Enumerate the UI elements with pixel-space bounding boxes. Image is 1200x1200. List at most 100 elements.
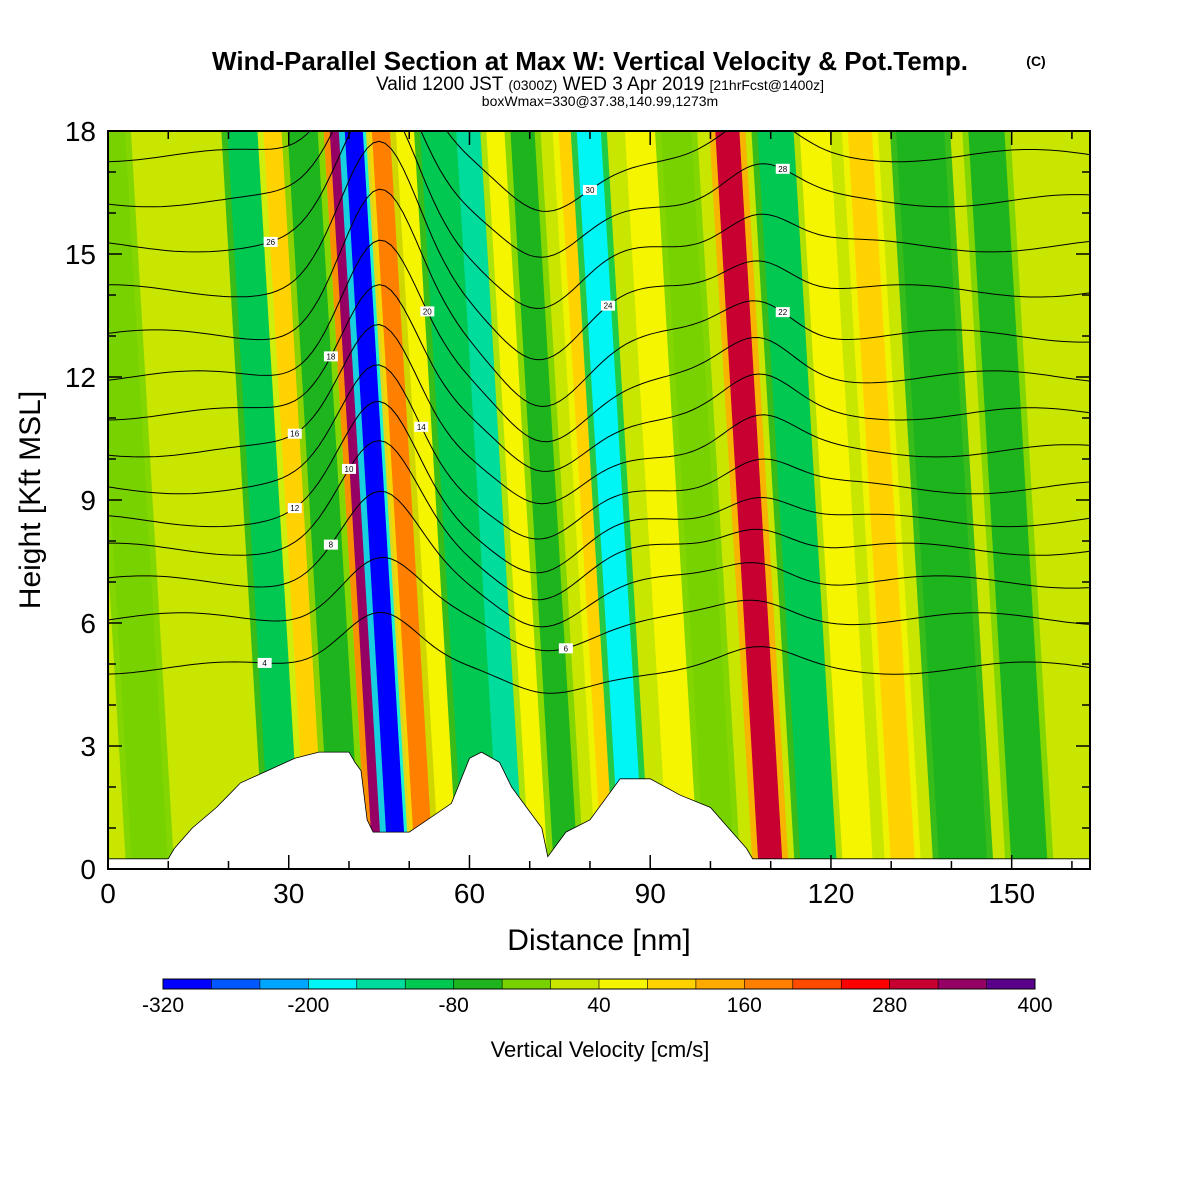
isentrope-label: 4	[262, 659, 267, 668]
isentrope-label: 20	[423, 307, 432, 316]
colorbar-swatch	[405, 979, 455, 989]
velocity-band	[968, 131, 1048, 869]
isentrope-line	[108, 364, 1090, 540]
x-tick-label: 150	[988, 878, 1035, 909]
colorbar-swatch	[211, 979, 261, 989]
isentrope-label-bg	[558, 643, 573, 654]
isentrope-label: 14	[417, 423, 426, 432]
colorbar-swatch	[986, 979, 1036, 989]
copyright-mark: (C)	[1026, 53, 1045, 69]
isentrope-line	[108, 490, 1090, 628]
x-tick-label: 30	[273, 878, 304, 909]
isentrope-line	[108, 140, 1090, 361]
valid-time-line: Valid 1200 JST (0300Z) WED 3 Apr 2019 [2…	[376, 74, 824, 95]
isentrope-label: 30	[586, 186, 595, 195]
x-axis-label: Distance [nm]	[507, 924, 690, 957]
isentrope-line	[108, 131, 1090, 212]
isentrope-label-bg	[341, 463, 356, 474]
isentrope-label: 8	[329, 541, 334, 550]
isentrope-label: 6	[564, 644, 569, 653]
colorbar-swatch	[938, 979, 988, 989]
velocity-band	[624, 131, 699, 869]
colorbar-tick-label: -80	[438, 994, 468, 1017]
colorbar-tick-label: -200	[287, 994, 329, 1017]
velocity-band	[263, 131, 331, 869]
colorbar-swatch	[308, 979, 358, 989]
y-tick-label: 12	[65, 362, 96, 393]
isentrope-label-bg	[414, 421, 429, 432]
colorbar-swatch	[259, 979, 309, 989]
colorbar-swatch	[889, 979, 939, 989]
colorbar-swatch	[841, 979, 891, 989]
colorbar-tick-label: 160	[727, 994, 762, 1017]
isentrope-label-bg	[287, 428, 302, 439]
box-wmax-info: boxWmax=330@37.38,140.99,1273m	[482, 93, 718, 109]
isentrope-line	[108, 323, 1090, 505]
colorbar-swatch	[647, 979, 697, 989]
colorbar-swatch	[695, 979, 745, 989]
valid-prefix: Valid 1200 JST	[376, 74, 504, 95]
potential-temperature-contours: 4 6 8 10 12 14 16 18 20 22 24 26 28 30	[108, 131, 1090, 694]
velocity-band	[287, 131, 362, 869]
isentrope-line	[108, 239, 1090, 443]
velocity-band	[371, 131, 440, 869]
isentrope-line	[108, 188, 1090, 408]
x-tick-label: 120	[808, 878, 855, 909]
y-tick-label: 6	[80, 608, 96, 639]
velocity-band	[576, 131, 645, 869]
x-tick-label: 90	[635, 878, 666, 909]
colorbar-tick-label: 400	[1017, 994, 1052, 1017]
isentrope-label: 16	[290, 430, 299, 439]
colorbar-swatch	[356, 979, 406, 989]
velocity-field	[108, 131, 1090, 869]
velocity-band	[344, 131, 407, 869]
velocity-band	[108, 131, 169, 869]
isentrope-label-bg	[775, 163, 790, 174]
y-tick-label: 18	[65, 116, 96, 147]
velocity-band	[661, 131, 735, 869]
isentrope-line	[108, 400, 1090, 574]
colorbar-swatch	[792, 979, 842, 989]
colorbar-swatch	[163, 979, 212, 989]
isentrope-label: 10	[345, 465, 354, 474]
colorbar-label: Vertical Velocity [cm/s]	[491, 1037, 710, 1062]
isentrope-line	[108, 131, 1090, 258]
isentrope-label: 28	[778, 165, 787, 174]
isentrope-label-bg	[582, 184, 597, 195]
y-tick-label: 0	[80, 854, 96, 885]
y-axis-label: Height [Kft MSL]	[14, 391, 47, 609]
chart-title: Wind-Parallel Section at Max W: Vertical…	[212, 46, 968, 76]
y-tick-label: 15	[65, 239, 96, 270]
colorbar-swatch	[599, 979, 648, 989]
isentrope-label: 18	[326, 352, 335, 361]
isentrope-label-bg	[775, 307, 790, 318]
y-tick-label: 3	[80, 731, 96, 762]
velocity-band	[456, 131, 524, 869]
colorbar-tick-label: -320	[142, 994, 184, 1017]
velocity-band	[420, 131, 500, 869]
isentrope-label: 22	[778, 308, 787, 317]
colorbar-swatch	[550, 979, 600, 989]
isentrope-label-bg	[263, 236, 278, 247]
velocity-band	[847, 131, 916, 869]
forecast-info: [21hrFcst@1400z]	[709, 77, 824, 93]
isentrope-line	[108, 440, 1090, 601]
x-tick-label: 0	[100, 878, 116, 909]
colorbar-tick-label: 280	[872, 994, 907, 1017]
velocity-band	[510, 131, 578, 869]
isentrope-label: 12	[290, 504, 299, 513]
colorbar-tick-label: 40	[587, 994, 610, 1017]
isentrope-label: 26	[266, 238, 275, 247]
colorbar-swatch	[502, 979, 552, 989]
x-tick-label: 60	[454, 878, 485, 909]
colorbar: -320 -200 -80 40 160 280 400	[142, 978, 1053, 1017]
y-tick-label: 9	[80, 485, 96, 516]
velocity-band	[486, 131, 554, 869]
isentrope-label: 24	[604, 302, 613, 311]
isentrope-line	[108, 611, 1090, 694]
isentrope-label-bg	[420, 306, 435, 317]
valid-zulu: (0300Z)	[508, 77, 557, 93]
velocity-band	[896, 131, 988, 869]
valid-date: WED 3 Apr 2019	[563, 74, 705, 95]
